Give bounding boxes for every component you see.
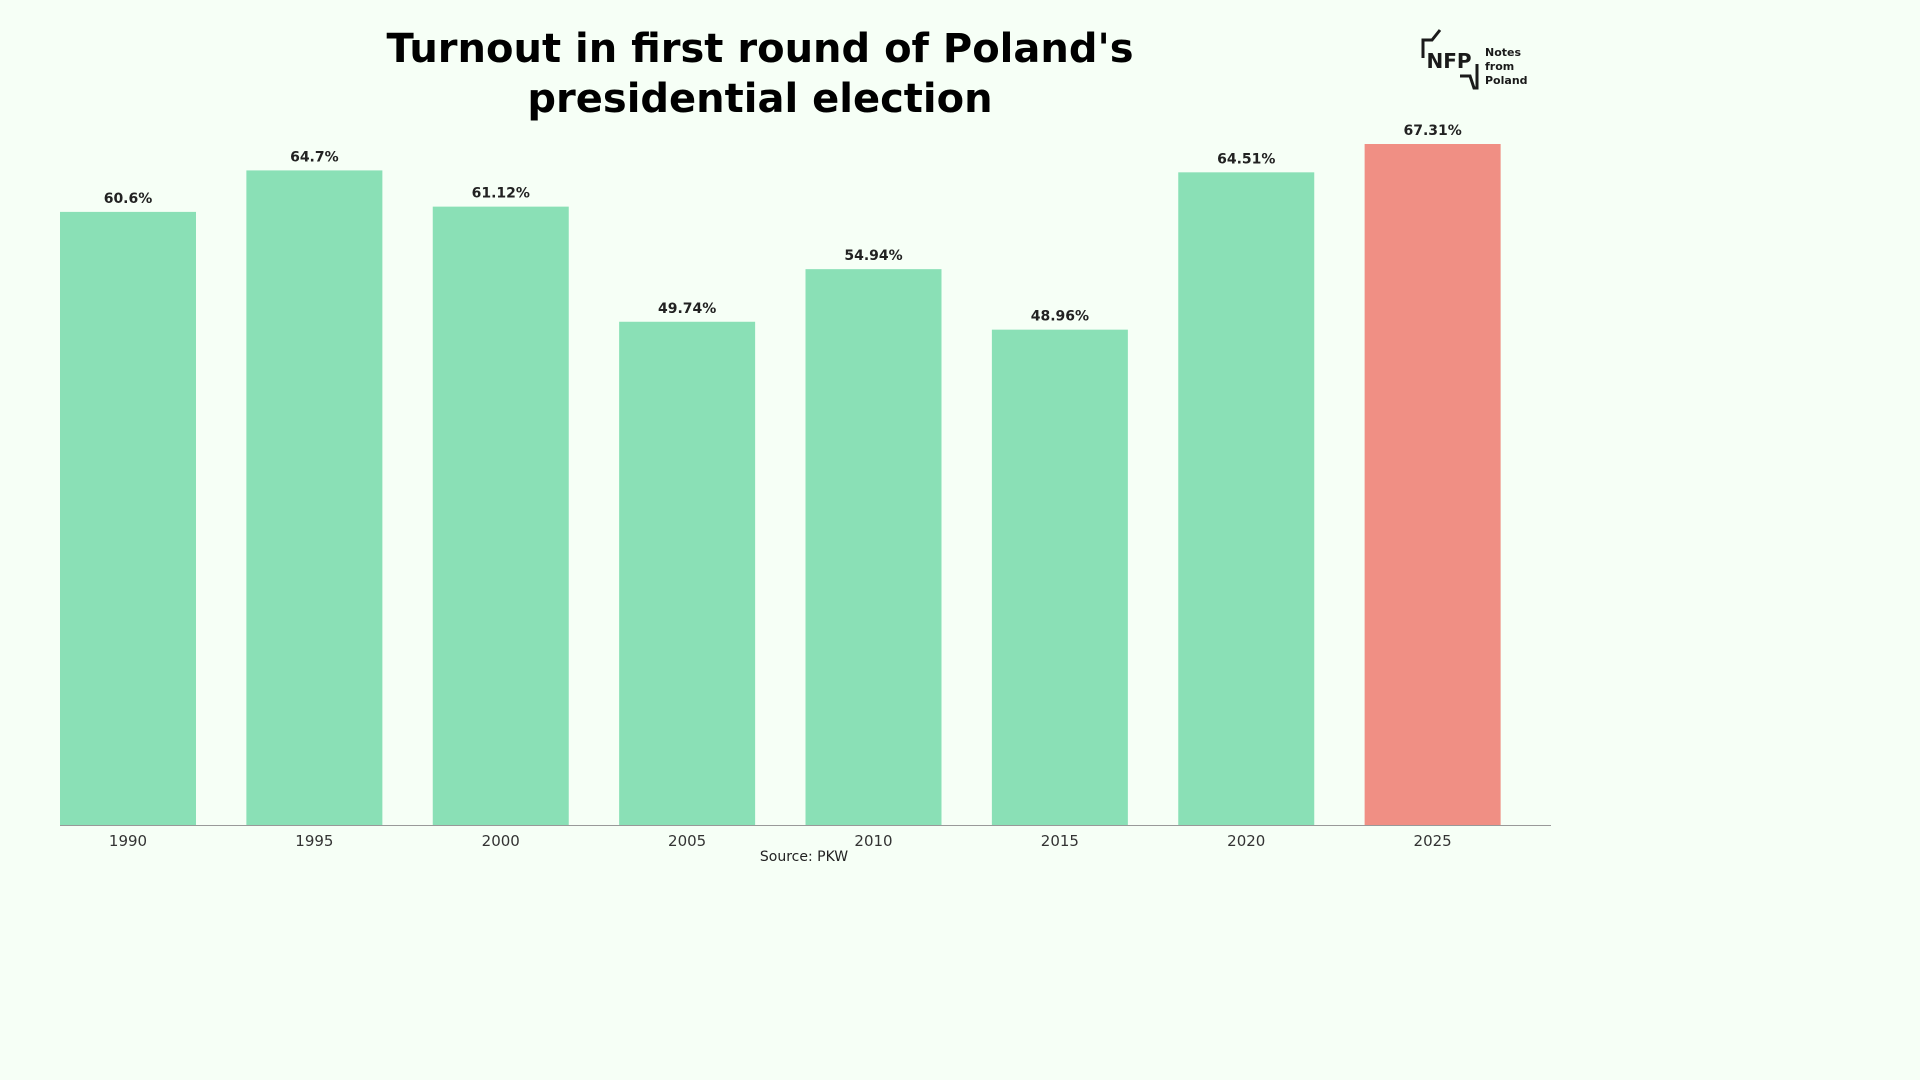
bar-2025 bbox=[1364, 144, 1501, 825]
logo-text-line-1: Notes from bbox=[1485, 46, 1522, 73]
bar-2005 bbox=[619, 321, 756, 825]
logo-mark-text: NFP bbox=[1426, 49, 1471, 73]
bar-chart: 60.6% 1990 64.7% 1995 61.12% 2000 49.74% 2005 54… bbox=[60, 123, 1551, 850]
source-note: Source: PKW bbox=[759, 849, 849, 865]
x-tick-label-2000: 2000 bbox=[482, 832, 520, 850]
notes-from-poland-logo: NFP Notes from Poland bbox=[1420, 28, 1550, 92]
data-label-2015: 48.96% bbox=[1031, 309, 1089, 325]
data-label-2010: 54.94% bbox=[844, 248, 902, 264]
data-label-2020: 64.51% bbox=[1217, 151, 1275, 167]
x-tick-label-2005: 2005 bbox=[668, 832, 706, 850]
bar-1990 bbox=[60, 211, 196, 825]
x-tick-label-2010: 2010 bbox=[854, 832, 892, 850]
nfp-logo-mark: NFP bbox=[1421, 29, 1479, 90]
x-tick-label-2015: 2015 bbox=[1041, 832, 1079, 850]
x-tick-label-2025: 2025 bbox=[1414, 832, 1452, 850]
data-label-1990: 60.6% bbox=[104, 191, 153, 207]
chart-title: Turnout in first round of Poland's presi… bbox=[300, 24, 1220, 124]
data-label-2005: 49.74% bbox=[658, 301, 716, 317]
data-label-2000: 61.12% bbox=[472, 186, 530, 202]
data-label-2025: 67.31% bbox=[1403, 123, 1461, 139]
bar-1995 bbox=[246, 170, 383, 826]
x-tick-label-1995: 1995 bbox=[295, 832, 333, 850]
x-tick-label-1990: 1990 bbox=[109, 832, 147, 850]
bar-2010 bbox=[805, 269, 942, 825]
bar-2015 bbox=[991, 329, 1128, 825]
chart-page: Turnout in first round of Poland's presi… bbox=[60, 24, 1551, 865]
data-label-1995: 64.7% bbox=[290, 149, 339, 165]
bar-2000 bbox=[432, 206, 569, 825]
bar-2020 bbox=[1178, 172, 1315, 826]
logo-text-line-2: Poland bbox=[1485, 74, 1528, 87]
logo-text: Notes from Poland bbox=[1485, 46, 1550, 88]
chart-title-line-2: presidential election bbox=[527, 76, 993, 122]
x-tick-label-2020: 2020 bbox=[1227, 832, 1265, 850]
chart-title-line-1: Turnout in first round of Poland's bbox=[386, 26, 1134, 72]
